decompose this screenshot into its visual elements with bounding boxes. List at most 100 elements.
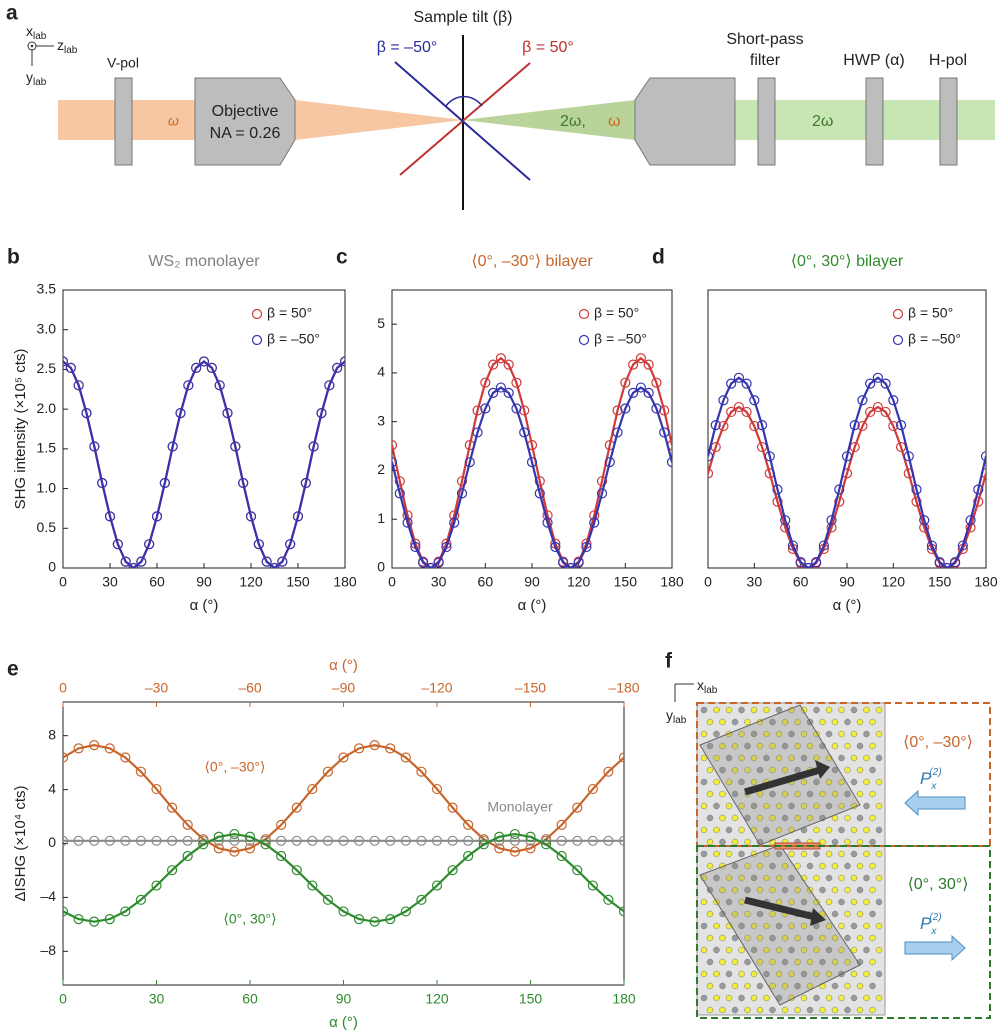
atom — [706, 814, 714, 822]
atom — [781, 862, 789, 870]
y-tick-label: 5 — [377, 315, 385, 331]
atom — [719, 718, 726, 726]
atom — [863, 850, 870, 858]
axis-label: zlab — [57, 37, 78, 56]
atom — [794, 958, 801, 966]
atom — [800, 946, 808, 954]
atom — [763, 994, 770, 1002]
atom — [850, 874, 858, 882]
atom — [863, 706, 870, 714]
atom — [794, 790, 801, 798]
atom — [756, 982, 764, 990]
atom — [863, 802, 870, 810]
atom — [800, 994, 808, 1002]
atom — [813, 778, 820, 786]
atom — [825, 850, 833, 858]
label: ⟨0°, 30°⟩ — [908, 876, 969, 893]
atom — [713, 754, 720, 762]
atom — [750, 946, 758, 954]
atom — [875, 826, 883, 834]
atom — [875, 874, 883, 882]
atom — [806, 1006, 814, 1014]
legend-label: β = –50° — [594, 331, 647, 347]
atom — [788, 946, 795, 954]
atom — [731, 862, 739, 870]
atom — [719, 934, 726, 942]
atom — [788, 922, 795, 930]
data-point — [556, 850, 567, 862]
data-point — [511, 403, 522, 414]
atom — [819, 958, 826, 966]
atom — [769, 886, 776, 894]
data-point — [392, 439, 398, 451]
y-axis-label: ΔISHG (×10⁴ cts) — [12, 785, 29, 901]
atom — [863, 730, 870, 738]
atom — [738, 778, 745, 786]
panel-letter: f — [665, 650, 673, 673]
data-point — [416, 766, 427, 777]
atom — [831, 838, 839, 846]
x2-tick-label: –90 — [332, 680, 356, 696]
y-tick-label: 2 — [377, 461, 385, 477]
atom — [725, 706, 733, 714]
chart-title: WS₂ monolayer — [148, 253, 260, 270]
atom — [713, 730, 720, 738]
data-point — [726, 378, 737, 389]
atom — [825, 970, 833, 978]
atom — [794, 718, 801, 726]
y-tick-label: 1 — [377, 510, 385, 526]
atom — [844, 790, 851, 798]
atom — [731, 838, 739, 846]
tilt-arc — [445, 95, 483, 107]
data-point — [144, 539, 155, 550]
data-point — [63, 752, 69, 763]
x-tick-label: 60 — [242, 991, 258, 1007]
atom — [875, 970, 883, 978]
domain — [699, 844, 861, 1006]
panel-a: a xlab zlab ylab V-pol ω Objective NA = … — [6, 2, 995, 210]
x-tick-label: 0 — [59, 991, 67, 1007]
atom — [838, 874, 845, 882]
atom — [813, 850, 820, 858]
atom — [763, 706, 770, 714]
atom — [838, 826, 845, 834]
label: HWP (α) — [843, 52, 904, 69]
atom — [700, 826, 708, 834]
atom — [856, 1006, 864, 1014]
atom — [731, 934, 739, 942]
atom — [844, 958, 851, 966]
data-point — [332, 362, 343, 373]
x-tick-label: 150 — [519, 991, 543, 1007]
atom — [738, 970, 745, 978]
atom — [763, 826, 770, 834]
y-tick-label: 3 — [377, 412, 385, 428]
atom — [838, 754, 845, 762]
data-point — [880, 406, 891, 418]
atom — [731, 982, 739, 990]
atom — [813, 706, 820, 714]
atom — [775, 850, 783, 858]
data-point — [322, 894, 334, 905]
atom — [869, 862, 876, 870]
atom — [850, 826, 858, 834]
atom — [725, 946, 733, 954]
atom — [744, 1006, 751, 1014]
label: Px(2) — [920, 912, 942, 937]
atom — [775, 730, 783, 738]
data-point — [980, 451, 986, 462]
atom — [700, 754, 708, 762]
atom — [819, 886, 826, 894]
y-tick-label: 3.0 — [37, 320, 57, 336]
data-point — [926, 540, 938, 551]
x2-tick-label: –120 — [421, 680, 452, 696]
atom — [875, 898, 883, 906]
y-tick-label: 8 — [48, 726, 56, 742]
atom — [850, 850, 858, 858]
label: ⟨0°, –30°⟩ — [903, 734, 973, 751]
atom — [706, 862, 714, 870]
atom — [825, 874, 833, 882]
atom — [850, 754, 858, 762]
axis-label: ylab — [26, 69, 47, 88]
data-point — [888, 395, 899, 406]
atom — [750, 730, 758, 738]
